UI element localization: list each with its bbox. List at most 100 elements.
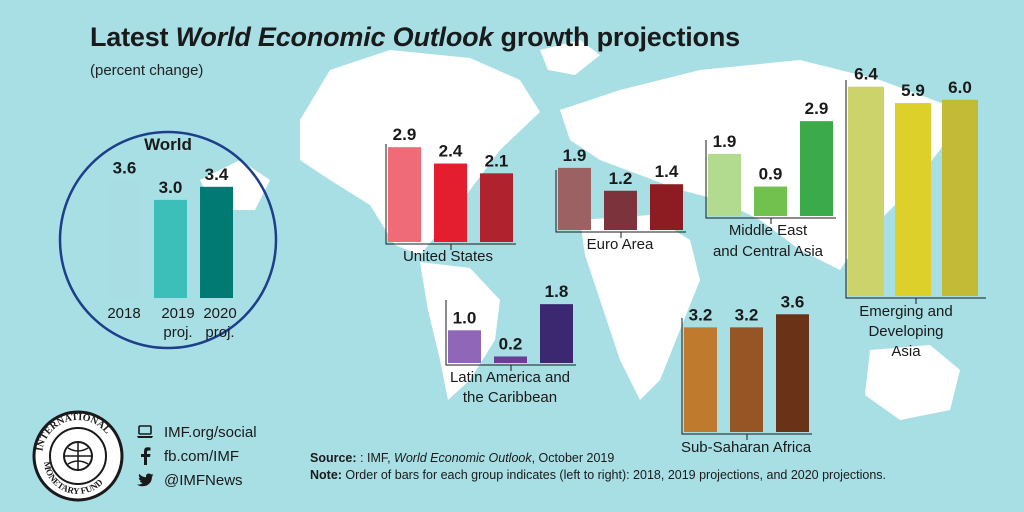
twitter-link[interactable]: @IMFNews [164,471,243,489]
source-notes: Source: : IMF, World Economic Outlook, O… [310,450,886,484]
page-title: Latest World Economic Outlook growth pro… [90,22,740,53]
social-row-website[interactable]: IMF.org/social [136,420,257,444]
subtitle: (percent change) [90,62,204,79]
facebook-icon [136,447,154,465]
bar [848,86,884,296]
group-label: Middle East [729,222,808,239]
social-row-facebook[interactable]: fb.com/IMF [136,444,257,468]
bar [942,99,978,296]
bar [448,330,481,363]
data-label: 1.9 [563,146,587,165]
group-label: Emerging and [859,303,952,320]
note-label: Note: [310,468,342,482]
category-label: 2020 [203,305,236,322]
group-label: Developing [868,323,943,340]
data-label: 2.4 [439,142,463,161]
social-links: IMF.org/social fb.com/IMF @IMFNews [136,420,257,492]
source-text-emphasis: World Economic Outlook [394,451,532,465]
bar [650,184,683,230]
category-label: proj. [163,324,192,341]
bar [558,167,591,230]
greenland-shape [540,40,600,75]
panel-axis [555,170,686,233]
bar [800,121,833,216]
facebook-link[interactable]: fb.com/IMF [164,447,240,465]
data-label: 0.2 [499,334,523,353]
note-text: Order of bars for each group indicates (… [341,468,887,482]
group-emerging-and-developing-asia: 6.4 5.9 6.0 Emerging and Developing Asia [845,65,986,360]
bar [776,314,809,432]
title-suffix: growth projections [493,22,741,52]
twitter-icon [136,471,154,489]
group-united-states: 2.9 2.4 2.1 United States [385,125,516,265]
group-world: 3.6 3.0 3.4 World 2018 2019 proj. 2020 proj. [107,135,236,341]
data-label: 0.9 [759,165,783,184]
bar [895,103,931,296]
source-label: Source: [310,451,357,465]
source-text-suffix: , October 2019 [531,451,615,465]
group-euro-area: 1.9 1.2 1.4 Euro Area [555,146,686,253]
group-label: United States [403,248,493,265]
bar [754,186,787,216]
panel-axis [385,144,516,245]
group-label: Latin America and [450,369,570,386]
title-prefix: Latest [90,22,176,52]
data-label: 6.4 [854,65,878,84]
data-label: 2.9 [805,99,829,118]
data-label: 3.6 [781,292,805,311]
group-middle-east-and-central-asia: 1.9 0.9 2.9 Middle East and Central Asia [705,99,836,260]
africa-shape [580,215,700,400]
bar [434,163,467,242]
bar [200,186,233,298]
category-label: 2019 [161,305,194,322]
data-label: 1.9 [713,132,737,151]
category-label: 2018 [107,305,140,322]
panel-axis [705,140,836,219]
group-label: and Central Asia [713,243,824,260]
note-line: Note: Order of bars for each group indic… [310,467,886,484]
bar [108,180,141,298]
source-line: Source: : IMF, World Economic Outlook, O… [310,450,886,467]
imf-seal-logo: INTERNATIONAL MONETARY FUND [32,410,124,502]
bar [494,356,527,363]
title-emphasis: World Economic Outlook [175,22,494,52]
bar [684,327,717,432]
data-label: 1.0 [453,308,477,327]
bar [388,147,421,242]
panel-axis [445,300,576,366]
data-label: 5.9 [901,81,925,100]
data-label: 3.0 [159,178,183,197]
group-label: Euro Area [587,236,654,253]
group-label: Asia [891,343,921,360]
category-label: proj. [205,324,234,341]
data-label: 2.9 [393,125,417,144]
data-label: 3.4 [205,165,229,184]
group-label: the Caribbean [463,389,557,406]
laptop-icon [136,423,154,441]
bar [480,173,513,242]
group-sub-saharan-africa: 3.2 3.2 3.6 Sub-Saharan Africa [681,292,812,456]
bar [708,153,741,216]
data-label: 3.2 [735,305,759,324]
panel-axis [845,80,986,299]
website-link[interactable]: IMF.org/social [164,423,257,441]
data-label: 1.8 [545,282,569,301]
australia-shape [865,345,960,420]
data-label: 1.2 [609,169,633,188]
source-text-prefix: : IMF, [356,451,395,465]
data-label: 1.4 [655,162,679,181]
social-row-twitter[interactable]: @IMFNews [136,468,257,492]
bar [604,190,637,230]
group-label: World [144,135,192,154]
bar [730,327,763,432]
data-label: 3.2 [689,305,713,324]
data-label: 2.1 [485,151,509,170]
panel-axis [681,318,812,435]
group-latin-america-and-the-caribbean: 1.0 0.2 1.8 Latin America and the Caribbean [445,282,576,406]
bar [540,304,573,363]
data-label: 6.0 [948,78,972,97]
group-label: Sub-Saharan Africa [681,439,812,456]
data-label: 3.6 [113,158,137,177]
